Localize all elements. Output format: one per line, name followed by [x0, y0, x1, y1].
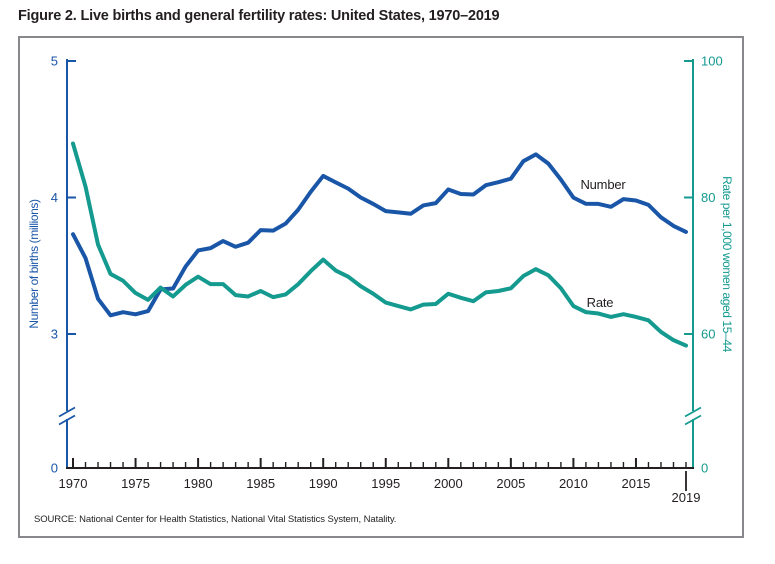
x-axis-year-label: 1975: [121, 476, 150, 491]
right-axis-break-mark: [684, 406, 702, 418]
x-axis-year-label: 1985: [246, 476, 275, 491]
left-axis-break-mark: [58, 414, 76, 426]
chart-frame: [18, 36, 744, 538]
x-axis-year-label: 1980: [184, 476, 213, 491]
left-axis-break-mark: [58, 406, 76, 418]
left-axis-tick-label: 0: [51, 461, 58, 476]
x-axis-year-label: 2015: [621, 476, 650, 491]
right-axis: 100 80 60 0 Rate per 1,000 women aged 15–44: [684, 54, 734, 476]
end-year-label: 2019: [672, 490, 701, 505]
x-axis-year-label: 2010: [559, 476, 588, 491]
right-axis-tick-label: 0: [701, 461, 708, 476]
number-line: [71, 152, 688, 318]
x-axis-year-label: 2005: [496, 476, 525, 491]
x-axis-year-label: 1970: [59, 476, 88, 491]
left-axis: 5 4 3 0 Number of births (millions): [27, 54, 76, 476]
right-axis-title: Rate per 1,000 women aged 15–44: [720, 176, 734, 352]
right-axis-tick-label: 80: [701, 190, 715, 205]
x-axis: 1970 1975 1980 1985 1990 1995 2000 2005 2010 2015…: [59, 458, 701, 505]
x-axis-year-label: 2000: [434, 476, 463, 491]
left-axis-tick-label: 3: [51, 327, 58, 342]
left-axis-tick-label: 4: [51, 190, 58, 205]
left-axis-tick-label: 5: [51, 54, 58, 69]
figure-title: Figure 2. Live births and general fertil…: [18, 8, 500, 24]
right-axis-tick-label: 60: [701, 327, 715, 342]
right-axis-break-mark: [684, 414, 702, 426]
source-note: SOURCE: National Center for Health Stati…: [34, 514, 397, 525]
right-axis-tick-label: 100: [701, 54, 723, 69]
left-axis-title: Number of births (millions): [27, 199, 41, 329]
rate-line: [71, 141, 688, 348]
series-label-rate: Rate: [587, 295, 614, 310]
x-axis-year-label: 1995: [371, 476, 400, 491]
series-label-number: Number: [580, 177, 626, 192]
x-axis-year-label: 1990: [309, 476, 338, 491]
